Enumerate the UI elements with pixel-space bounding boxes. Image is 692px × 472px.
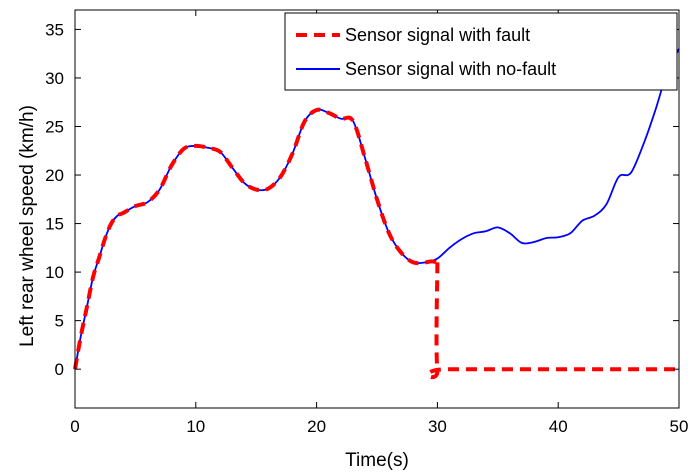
x-axis-label: Time(s) <box>345 450 409 471</box>
y-tick-label: 20 <box>45 166 64 185</box>
legend-box <box>284 12 678 91</box>
legend-label-fault: Sensor signal with fault <box>345 25 530 45</box>
axis-ticks: 0 10 20 30 40 50 0 5 10 15 20 25 30 35 <box>45 10 688 436</box>
x-tick-label: 0 <box>70 417 79 436</box>
plot-frame <box>74 9 680 409</box>
y-tick-label: 10 <box>45 263 64 282</box>
legend-label-no-fault: Sensor signal with no-fault <box>345 59 556 79</box>
x-tick-label: 30 <box>428 417 447 436</box>
legend: Sensor signal with fault Sensor signal w… <box>284 12 678 91</box>
y-axis-label: Left rear wheel speed (km/h) <box>17 105 38 347</box>
series-line-no-fault <box>74 48 680 370</box>
series-line-fault <box>73 107 679 380</box>
y-tick-label: 5 <box>55 312 64 331</box>
y-tick-label: 0 <box>55 360 64 379</box>
plot-area <box>73 48 680 380</box>
y-tick-label: 30 <box>45 69 64 88</box>
y-tick-label: 15 <box>45 215 64 234</box>
y-tick-label: 25 <box>45 117 64 136</box>
x-tick-label: 20 <box>307 417 326 436</box>
x-tick-label: 40 <box>549 417 568 436</box>
y-tick-label: 35 <box>45 20 64 39</box>
x-tick-label: 10 <box>186 417 205 436</box>
x-tick-label: 50 <box>670 417 689 436</box>
